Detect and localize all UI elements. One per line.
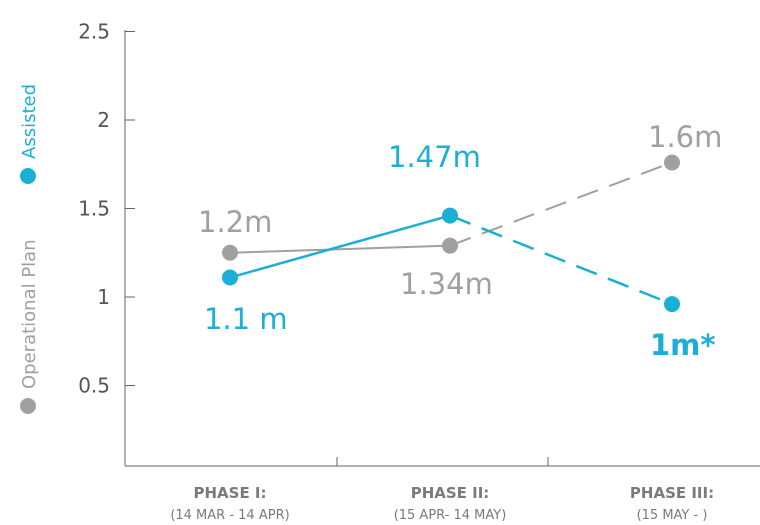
x-category-label: PHASE III: [630, 484, 714, 502]
data-label: 1.47m [388, 140, 481, 174]
x-category-label: PHASE I: [193, 484, 266, 502]
legend-marker [20, 398, 36, 414]
y-tick-label: 1.5 [78, 197, 110, 221]
x-category-sublabel: (15 APR- 14 MAY) [394, 508, 507, 523]
series-line-segment [449, 214, 673, 306]
x-category-sublabel: (14 MAR - 14 APR) [170, 508, 289, 523]
data-label: 1.6m [648, 120, 722, 154]
data-label: 1.34m [400, 267, 493, 301]
y-tick-label: 1 [97, 285, 110, 309]
data-point [442, 207, 458, 224]
data-label: 1m* [650, 328, 716, 362]
y-tick-label: 2.5 [78, 20, 110, 44]
y-tick-label: 0.5 [78, 374, 110, 398]
x-category-sublabel: (15 MAY - ) [637, 508, 708, 523]
data-label: 1.1 m [204, 302, 288, 336]
legend: Operational Plan Assisted [19, 84, 40, 414]
legend-marker [20, 168, 36, 184]
data-point [222, 244, 238, 261]
data-point [222, 269, 238, 286]
legend-label: Operational Plan [19, 239, 40, 389]
series-line-segment [229, 244, 451, 254]
data-point [442, 237, 458, 254]
legend-label: Assisted [19, 84, 40, 159]
series-line-segment [229, 214, 451, 279]
y-tick-label: 2 [97, 108, 110, 132]
x-category-label: PHASE II: [411, 484, 490, 502]
data-label: 1.2m [198, 205, 272, 239]
series-line-segment [449, 161, 673, 247]
data-point [664, 296, 680, 313]
data-point [664, 154, 680, 171]
